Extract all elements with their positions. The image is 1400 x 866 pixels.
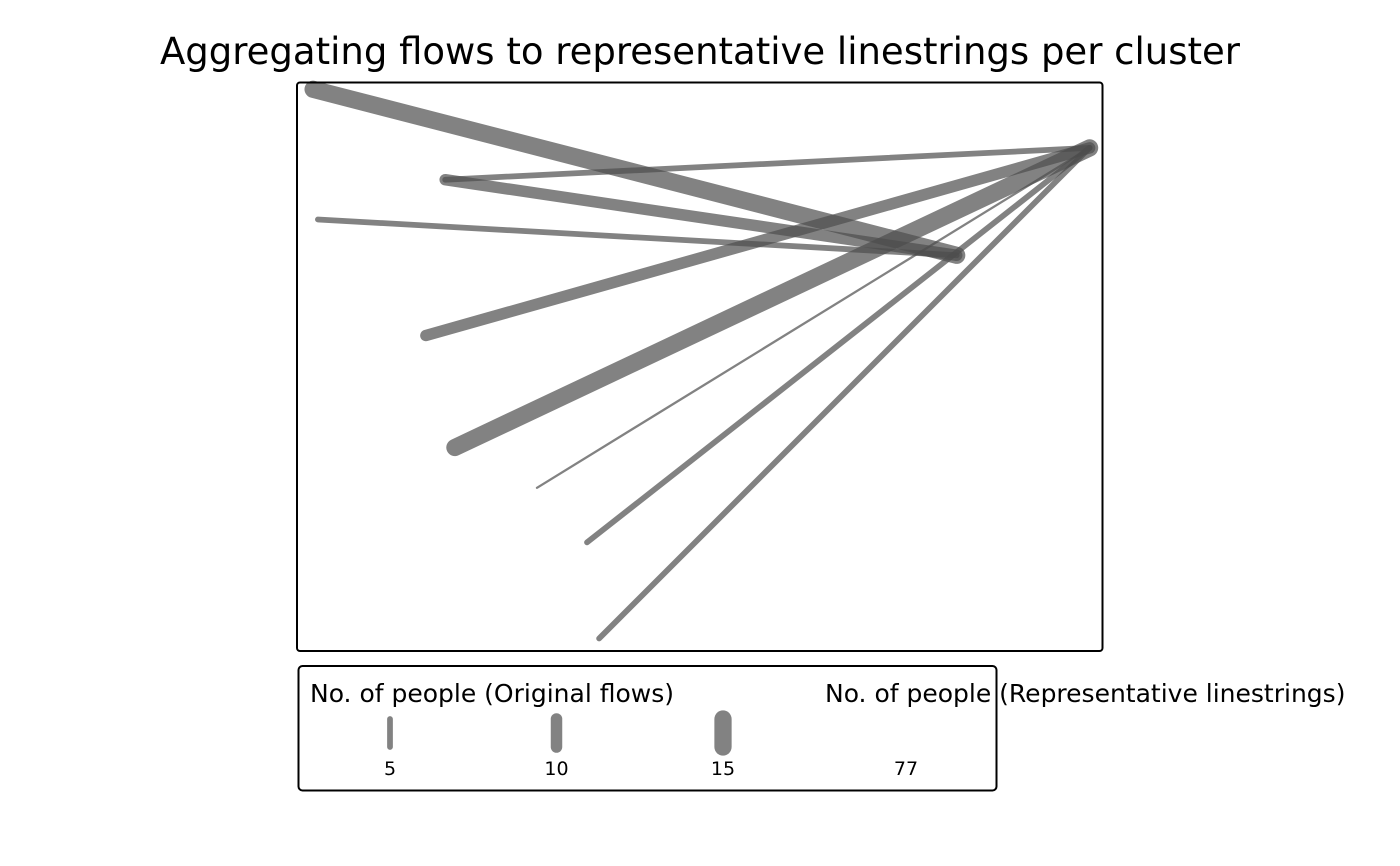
flow-line-5 xyxy=(420,142,1096,342)
flow-line-4 xyxy=(442,145,1093,183)
flow-line-9 xyxy=(596,145,1093,642)
flow-line-8 xyxy=(584,145,1093,546)
legend-label-original-10: 10 xyxy=(544,758,568,780)
legend-label-original-15: 15 xyxy=(711,758,735,780)
flow-line-6 xyxy=(446,139,1099,457)
plot-frame xyxy=(296,81,1104,652)
legend: No. of people (Original flows) No. of pe… xyxy=(297,665,1345,792)
flow-line-7 xyxy=(535,146,1091,489)
legend-title-original: No. of people (Original flows) xyxy=(310,679,674,708)
flow-line-3 xyxy=(315,216,960,259)
flows-layer xyxy=(304,80,1099,642)
legend-frame xyxy=(297,665,998,792)
chart-title: Aggregating flows to representative line… xyxy=(160,30,1241,73)
legend-title-representative: No. of people (Representative linestring… xyxy=(825,679,1345,708)
legend-label-original-5: 5 xyxy=(384,758,396,780)
legend-label-representative-77: 77 xyxy=(894,758,918,780)
